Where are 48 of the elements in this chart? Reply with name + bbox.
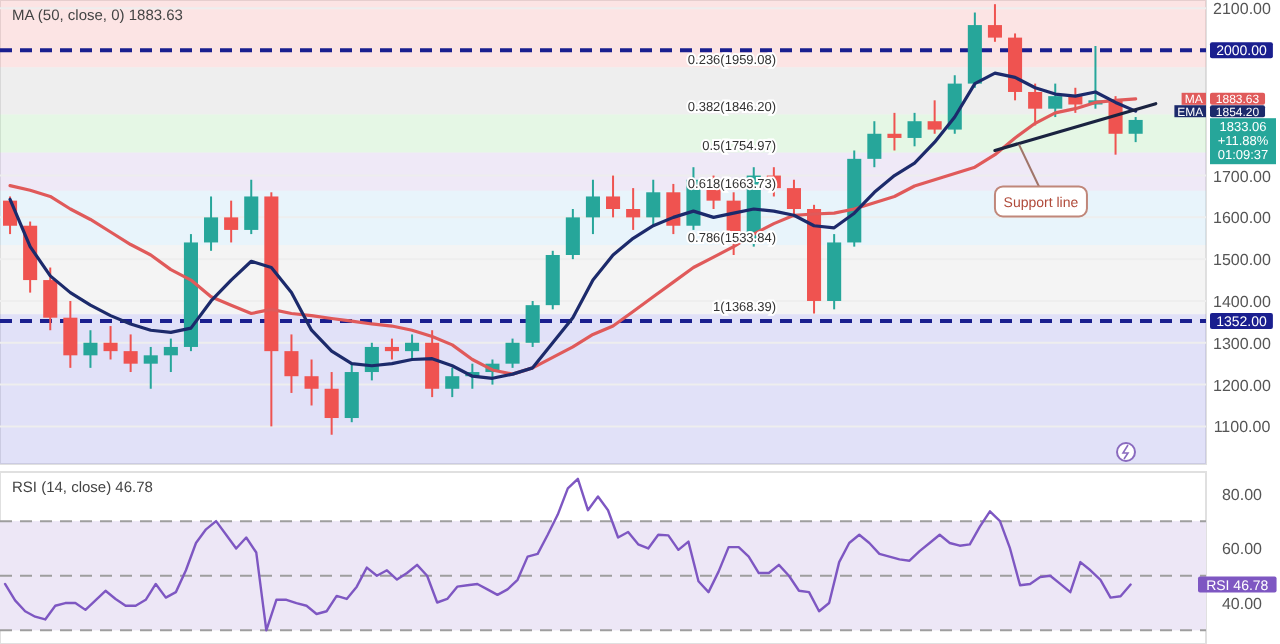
candlestick [987, 3, 1002, 43]
candlestick [1028, 82, 1043, 127]
candlestick [244, 178, 259, 236]
y-tick-label: 1600.00 [1213, 209, 1273, 228]
candlestick [204, 195, 219, 252]
candlestick [867, 120, 882, 169]
y-tick-label: 2100.00 [1213, 0, 1273, 19]
candlestick [143, 345, 158, 390]
candlestick [907, 111, 922, 148]
candlestick [927, 99, 942, 135]
candlestick [284, 333, 299, 394]
y-tick-label: 1300.00 [1213, 334, 1273, 353]
candlestick [786, 178, 801, 219]
candlestick [445, 366, 460, 399]
y-tick-label: 1400.00 [1213, 292, 1273, 311]
candlestick [344, 362, 359, 424]
candlestick [425, 329, 440, 399]
candlestick [103, 325, 118, 361]
candlestick [324, 371, 339, 436]
candlestick [63, 299, 78, 369]
y-tick-label: 40.00 [1221, 595, 1264, 614]
candlestick [43, 266, 58, 332]
candlestick [405, 333, 420, 361]
candlestick [123, 333, 138, 374]
candlestick [224, 199, 239, 244]
y-tick-label: 1200.00 [1213, 376, 1273, 395]
candlestick [83, 329, 98, 369]
candlestick [384, 337, 399, 361]
candlestick [525, 299, 540, 348]
y-tick-label: 60.00 [1221, 540, 1264, 559]
y-tick-label: 80.00 [1221, 485, 1264, 504]
candlestick [565, 208, 580, 261]
y-tick-label: 1700.00 [1213, 167, 1273, 186]
line-series [3, 477, 1132, 632]
candlestick [304, 358, 319, 407]
candlestick [163, 337, 178, 374]
candlestick [585, 178, 600, 236]
candlestick [1068, 86, 1083, 114]
candlestick [1048, 82, 1063, 119]
candlestick [505, 337, 520, 369]
candlestick [666, 182, 681, 236]
candlestick [646, 178, 661, 227]
candlestick [887, 111, 902, 152]
y-tick-label: 1100.00 [1213, 418, 1272, 437]
candlestick [626, 187, 641, 231]
y-tick-label: 1500.00 [1213, 251, 1273, 270]
candlestick [1128, 116, 1143, 144]
candlestick [606, 174, 621, 219]
